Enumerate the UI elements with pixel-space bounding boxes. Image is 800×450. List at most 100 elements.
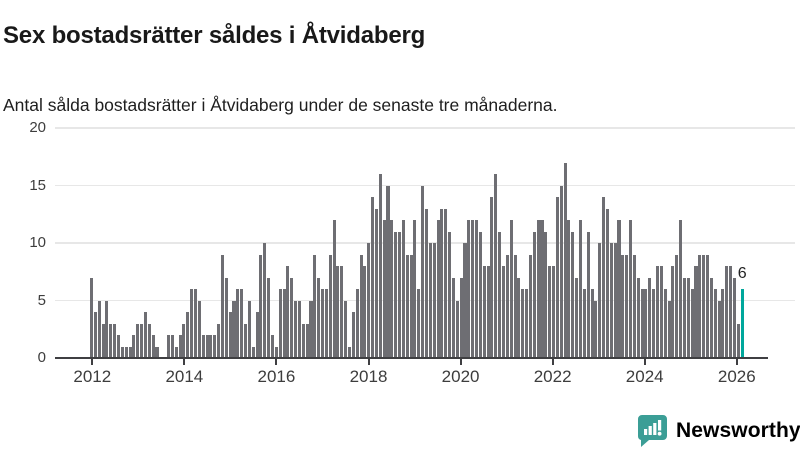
x-axis-label: 2022 <box>533 367 572 386</box>
bar <box>120 346 124 358</box>
bar <box>563 162 567 358</box>
bar <box>143 312 147 358</box>
bar <box>182 323 186 358</box>
bar <box>690 289 694 358</box>
bar <box>394 231 398 358</box>
bar <box>263 243 267 358</box>
bar <box>590 289 594 358</box>
x-axis-label: 2020 <box>441 367 480 386</box>
x-axis-tick <box>459 359 462 365</box>
bar <box>575 277 579 358</box>
bar <box>247 300 251 358</box>
bar <box>313 254 317 358</box>
bar <box>359 254 363 358</box>
x-axis-label: 2016 <box>257 367 296 386</box>
x-axis-label: 2026 <box>717 367 756 386</box>
bar <box>617 220 621 358</box>
bar <box>652 289 656 358</box>
bar <box>629 220 633 358</box>
bar <box>398 231 402 358</box>
bar <box>124 346 128 358</box>
x-axis-tick <box>551 359 554 365</box>
bar <box>694 266 698 358</box>
bar <box>494 174 498 358</box>
x-axis-label: 2018 <box>349 367 388 386</box>
bar <box>290 277 294 358</box>
bar <box>636 277 640 358</box>
bar <box>363 266 367 358</box>
bar <box>609 243 613 358</box>
bar <box>309 300 313 358</box>
bar <box>259 254 263 358</box>
bar <box>251 346 255 358</box>
bar <box>224 277 228 358</box>
bar <box>602 197 606 358</box>
y-axis-label: 5 <box>37 291 46 309</box>
bar <box>713 289 717 358</box>
bar <box>355 289 359 358</box>
bar <box>567 220 571 358</box>
bar <box>594 300 598 358</box>
bar <box>698 254 702 358</box>
bar <box>371 197 375 358</box>
x-axis-tick <box>275 359 278 365</box>
bar <box>220 254 224 358</box>
bar <box>193 289 198 358</box>
highlighted-bar <box>740 289 744 358</box>
bar <box>340 266 344 358</box>
bar <box>555 197 559 358</box>
bar <box>613 243 617 358</box>
bar <box>317 277 321 358</box>
bar <box>305 323 309 358</box>
bar <box>113 323 117 358</box>
newsworthy-logo: Newsworthy <box>637 413 800 449</box>
bar <box>132 335 136 358</box>
bar <box>424 208 429 358</box>
bar <box>228 312 232 358</box>
bar <box>732 277 737 358</box>
bar <box>409 254 413 358</box>
bar <box>478 231 482 358</box>
gridline <box>55 184 795 187</box>
bar-value-label: 6 <box>737 265 747 282</box>
bar <box>405 254 409 358</box>
y-axis-label: 0 <box>37 349 46 366</box>
bar <box>128 346 132 358</box>
bar <box>351 312 355 358</box>
bar <box>90 277 94 358</box>
bar <box>378 174 382 358</box>
bar <box>321 289 325 358</box>
bar <box>552 266 556 358</box>
bar <box>517 277 521 358</box>
bar <box>582 289 586 358</box>
bar <box>659 266 663 358</box>
bar-chart-speech-bubble-icon <box>637 415 667 447</box>
bar <box>301 323 305 358</box>
bar <box>671 266 675 358</box>
bar <box>374 208 378 358</box>
bar <box>548 266 552 358</box>
bar <box>336 266 340 358</box>
bar <box>116 335 121 358</box>
bar <box>367 243 371 358</box>
bar <box>294 300 298 358</box>
bar <box>663 289 667 358</box>
bar <box>525 289 529 358</box>
x-axis-label: 2024 <box>625 367 664 386</box>
x-axis-label: 2014 <box>165 367 204 386</box>
bar <box>167 335 171 358</box>
bar <box>428 243 432 358</box>
bar <box>155 346 159 358</box>
bar <box>324 289 328 358</box>
bar <box>421 185 425 358</box>
bar <box>140 323 144 358</box>
bar <box>667 300 671 358</box>
bar <box>640 289 644 358</box>
bar <box>217 323 221 358</box>
bar <box>97 300 101 358</box>
bar <box>205 335 209 358</box>
bar <box>151 335 155 358</box>
bar <box>625 254 629 358</box>
bar <box>328 254 332 358</box>
newsworthy-logo-text: Newsworthy <box>676 419 800 442</box>
